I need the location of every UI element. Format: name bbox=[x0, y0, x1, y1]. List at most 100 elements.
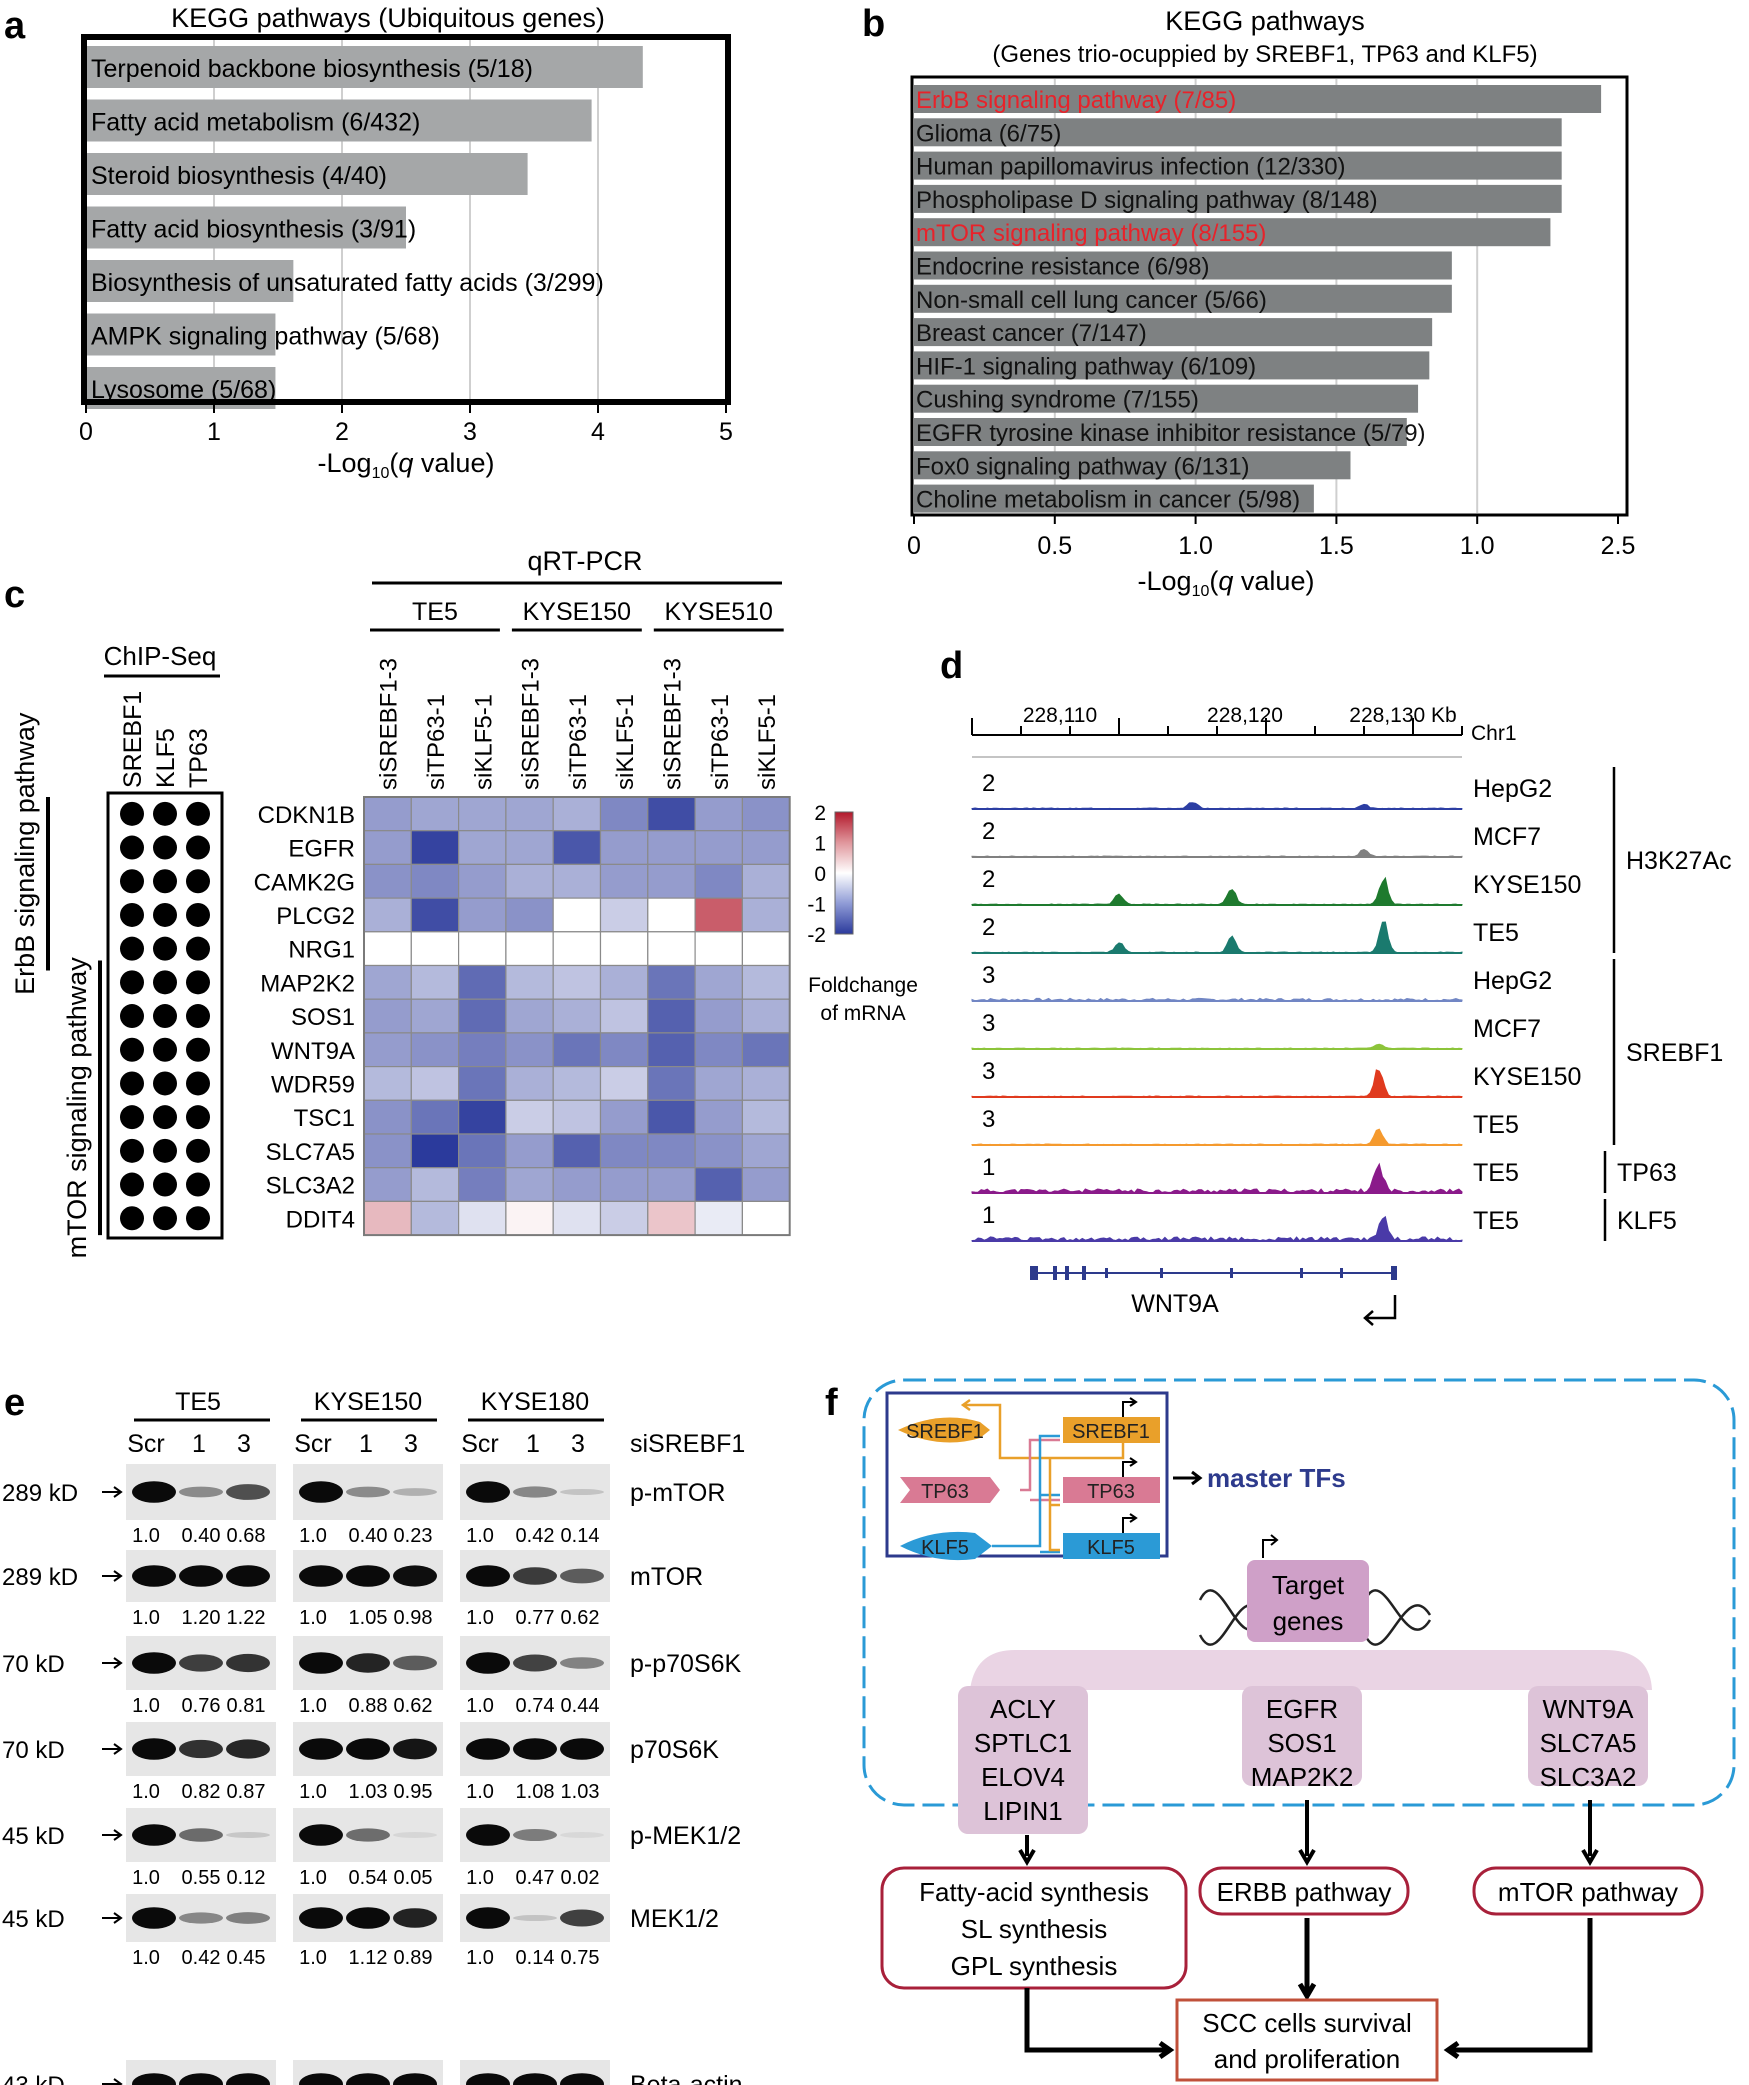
heatmap-cell bbox=[505, 1167, 554, 1202]
heatmap-cell bbox=[647, 964, 696, 1000]
heatmap-cell bbox=[552, 796, 602, 832]
tf-gene-box bbox=[1063, 1417, 1160, 1443]
heatmap-cell bbox=[363, 796, 412, 832]
heatmap-cell bbox=[552, 1200, 602, 1236]
band-quantification: 1.0 bbox=[299, 1947, 327, 1969]
chip-column-label: TP63 bbox=[185, 728, 213, 788]
blot-band bbox=[132, 2073, 176, 2085]
bar-label: mTOR signaling pathway (8/155) bbox=[916, 220, 1266, 247]
dna-strand bbox=[1198, 1589, 1432, 1646]
column-label: siKLF5-1 bbox=[470, 694, 497, 790]
converge-arrow-middle bbox=[1297, 1918, 1317, 2001]
bar-label: Breast cancer (7/147) bbox=[916, 320, 1147, 347]
heatmap-cell bbox=[694, 1032, 743, 1068]
band-quantification: 0.44 bbox=[561, 1695, 600, 1717]
heatmap-cell bbox=[694, 1200, 743, 1236]
column-label: siKLF5-1 bbox=[612, 694, 639, 790]
blot-band bbox=[513, 1654, 557, 1672]
band-quantification: 1.0 bbox=[466, 1867, 494, 1889]
heatmap-cell bbox=[599, 897, 649, 933]
heatmap-cell bbox=[458, 897, 507, 933]
pathway-box bbox=[1198, 1866, 1410, 1916]
tf-protein-shape bbox=[900, 1477, 1000, 1503]
signal-tracks: 2 HepG2 2 MCF7 2 KYSE150 2 TE5 3 HepG2 3 MCF7 3 KYSE1… bbox=[971, 770, 1581, 1242]
band-quantification: 1.0 bbox=[466, 1695, 494, 1717]
heatmap-cell bbox=[552, 1167, 602, 1202]
heatmap-cell bbox=[647, 1065, 696, 1101]
exon bbox=[1340, 1268, 1343, 1278]
chip-dot bbox=[120, 1071, 144, 1096]
band-quantification: 0.14 bbox=[561, 1525, 600, 1547]
bar-label: Phospholipase D signaling pathway (8/148… bbox=[916, 187, 1378, 214]
bar-label: Glioma (6/75) bbox=[916, 120, 1061, 147]
panel-b-bars: ErbB signaling pathway (7/85) Glioma (6/7… bbox=[914, 85, 1602, 514]
heatmap-cell bbox=[458, 1065, 507, 1101]
heatmap-cell bbox=[505, 1200, 554, 1236]
blot-band bbox=[560, 1832, 604, 1838]
track-cell-line: KYSE150 bbox=[1473, 1063, 1581, 1091]
chip-dot bbox=[120, 1138, 144, 1163]
panel-a-bars: Terpenoid backbone biosynthesis (5/18) Fa… bbox=[86, 46, 643, 409]
blot-band bbox=[346, 1738, 390, 1760]
heatmap-cell bbox=[410, 931, 460, 967]
bar-label: Cushing syndrome (7/155) bbox=[916, 387, 1199, 414]
heatmap-cell bbox=[363, 1200, 412, 1236]
heatmap-cell bbox=[505, 1065, 554, 1101]
lane-label: 3 bbox=[404, 1430, 418, 1458]
band-quantification: 0.14 bbox=[516, 1947, 555, 1969]
band-quantification: 0.23 bbox=[394, 1525, 433, 1547]
heatmap-cell bbox=[647, 1200, 696, 1236]
heatmap-cell bbox=[505, 931, 554, 967]
heatmap-cell bbox=[741, 931, 791, 967]
lane-label: 3 bbox=[237, 1430, 251, 1458]
band-quantification: 1.0 bbox=[466, 1607, 494, 1629]
chip-dot bbox=[153, 1105, 177, 1130]
band-quantification: 1.0 bbox=[132, 1695, 160, 1717]
bar bbox=[914, 118, 1562, 147]
x-tick-label: 1.0 bbox=[1178, 532, 1213, 560]
blot-band bbox=[513, 1738, 557, 1760]
colorbar-tick: 2 bbox=[814, 802, 826, 825]
mw-arrow bbox=[102, 1829, 123, 1841]
cell-line-label: KYSE150 bbox=[523, 598, 631, 626]
heatmap-cell bbox=[694, 964, 743, 1000]
bar bbox=[86, 99, 592, 142]
bar bbox=[914, 351, 1430, 380]
exon bbox=[1065, 1266, 1069, 1280]
panel-d-genome-tracks: 228,110 228,120 228,130 Kb Chr1 2 HepG2 2 MCF… bbox=[971, 704, 1732, 1326]
x-tick-label: 1.0 bbox=[1460, 532, 1495, 560]
gene-group-box bbox=[1528, 1686, 1648, 1786]
panel-c-column-labels: siSREBF1-3 siTP63-1 siKLF5-1 siSREBF1-3 siTP… bbox=[376, 658, 781, 790]
heatmap-cell bbox=[410, 1065, 460, 1101]
band-quantification: 0.87 bbox=[227, 1781, 266, 1803]
heatmap-cell bbox=[599, 863, 649, 899]
colorbar-tick: 0 bbox=[814, 863, 826, 886]
blot-band bbox=[179, 1654, 223, 1672]
group-label: H3K27Ac bbox=[1626, 847, 1732, 875]
colorbar-tick: -2 bbox=[807, 924, 826, 947]
heatmap-cell bbox=[410, 863, 460, 899]
column-label: siSREBF1-3 bbox=[376, 658, 403, 790]
band-quantification: 1.0 bbox=[132, 1947, 160, 1969]
blot-band bbox=[132, 1565, 176, 1587]
chip-dot bbox=[120, 1172, 144, 1197]
gene-name: SLC7A5 bbox=[1540, 1728, 1637, 1758]
heatmap-cell bbox=[599, 830, 649, 866]
outcome-label: and proliferation bbox=[1214, 2044, 1400, 2074]
master-arrow bbox=[1173, 1470, 1203, 1486]
heatmap-cell bbox=[694, 998, 743, 1034]
strand-arrow bbox=[1363, 1295, 1397, 1326]
row-label: EGFR bbox=[288, 836, 355, 863]
panel-label-b: b bbox=[862, 3, 885, 45]
group-label: KLF5 bbox=[1617, 1207, 1677, 1235]
band-quantification: 0.88 bbox=[349, 1695, 388, 1717]
blot-header: TE5 Scr 1 3 KYSE150 Scr 1 3 KYSE180 Scr 1 3 siSREBF1 bbox=[127, 1388, 745, 1458]
heatmap-cell bbox=[647, 1133, 696, 1169]
pathway-label: SL synthesis bbox=[961, 1914, 1107, 1944]
blot-band bbox=[299, 1652, 343, 1674]
tf-gene-box bbox=[1063, 1533, 1160, 1559]
column-label: siTP63-1 bbox=[423, 694, 450, 790]
colorbar-label-2: of mRNA bbox=[820, 1002, 905, 1025]
tf-protein-label: SREBF1 bbox=[906, 1421, 984, 1443]
